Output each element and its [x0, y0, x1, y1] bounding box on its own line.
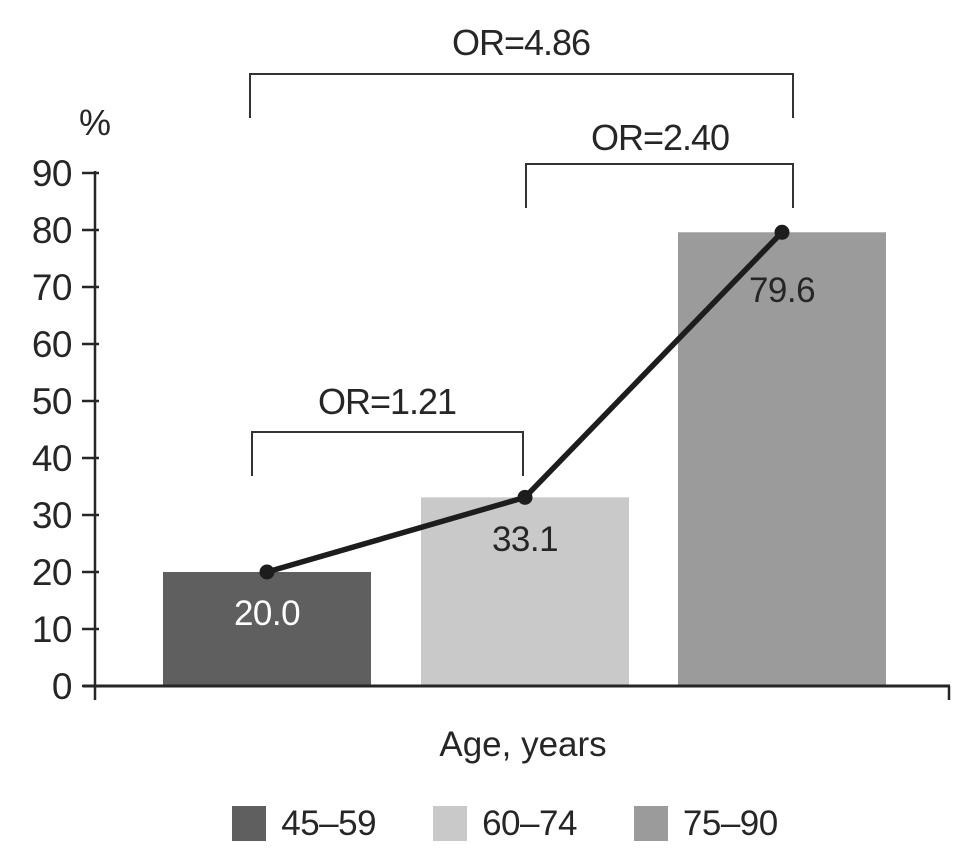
data-point	[259, 564, 275, 580]
data-point	[517, 489, 533, 505]
legend-item: 60–74	[433, 806, 577, 841]
y-tick-label: 60	[32, 324, 72, 365]
bar	[163, 572, 371, 686]
legend-swatch	[633, 806, 668, 841]
y-axis-unit-label: %	[78, 102, 112, 143]
y-tick-label: 40	[32, 438, 72, 479]
y-tick-label: 30	[32, 495, 72, 536]
legend-item: 75–90	[633, 804, 778, 843]
legend-label: 60–74	[482, 804, 577, 843]
legend-swatch	[232, 806, 267, 841]
value-label: 20.0	[233, 594, 301, 633]
comparison-bracket	[249, 73, 794, 118]
legend-label: 75–90	[682, 804, 778, 843]
legend: 45–59 60–74 75–90	[17, 806, 976, 841]
legend-item: 45–59	[232, 804, 377, 843]
comparison-bracket	[251, 431, 524, 476]
value-label: 33.1	[491, 520, 559, 559]
y-tick-label: 80	[32, 210, 72, 251]
x-axis-title: Age, years	[439, 725, 607, 764]
y-tick-label: 20	[32, 552, 72, 593]
comparison-bracket	[525, 163, 794, 208]
legend-label: 45–59	[281, 804, 377, 843]
legend-swatch	[433, 806, 468, 841]
or-bracket-label: OR=2.40	[590, 117, 730, 158]
value-label: 79.6	[748, 271, 816, 310]
or-bracket-label: OR=1.21	[317, 381, 457, 422]
y-tick-label: 0	[52, 666, 72, 707]
bar	[678, 232, 886, 686]
y-tick-label: 90	[32, 153, 72, 194]
y-tick-label: 10	[32, 609, 72, 650]
or-bracket-label: OR=4.86	[451, 22, 591, 63]
y-tick-label: 50	[32, 381, 72, 422]
y-tick-label: 70	[32, 267, 72, 308]
data-point	[774, 224, 790, 240]
bar	[421, 497, 629, 686]
